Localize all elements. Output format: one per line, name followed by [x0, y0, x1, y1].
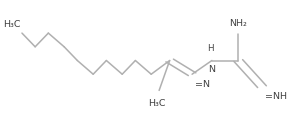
Text: H: H: [207, 44, 214, 53]
Text: H₃C: H₃C: [148, 99, 165, 108]
Text: NH₂: NH₂: [229, 19, 247, 28]
Text: H₃C: H₃C: [3, 20, 21, 29]
Text: N: N: [208, 66, 215, 74]
Text: =N: =N: [195, 80, 210, 89]
Text: =NH: =NH: [265, 92, 287, 101]
